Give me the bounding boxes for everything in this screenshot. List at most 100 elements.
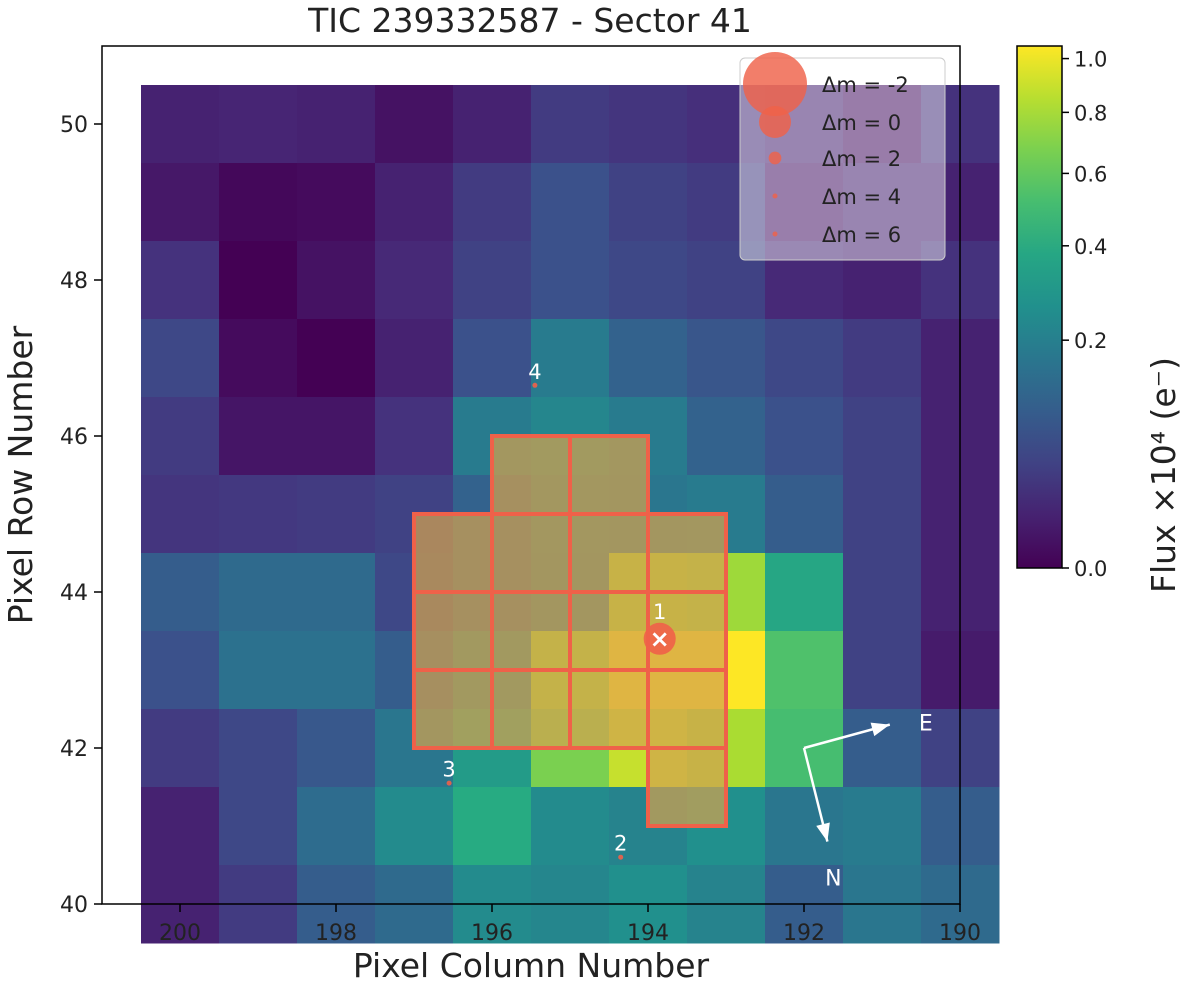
heatmap-cell [843, 163, 922, 242]
heatmap-cell [609, 85, 688, 164]
east-label: E [919, 712, 933, 737]
aperture-pixel [490, 434, 572, 516]
colorbar-tick-label: 0.6 [1074, 162, 1107, 186]
heatmap-cell [141, 397, 220, 476]
heatmap-cell [297, 709, 376, 788]
star-label: 3 [442, 758, 455, 782]
x-axis: 200 198 196 194 192 190 [159, 904, 981, 946]
heatmap-cell [687, 241, 766, 320]
heatmap-cell [531, 241, 610, 320]
aperture-mask [412, 434, 728, 828]
heatmap-cell [297, 163, 376, 242]
heatmap-cell [609, 241, 688, 320]
heatmap-cell [375, 397, 454, 476]
y-tick-label: 44 [60, 581, 88, 606]
colorbar-tick-label: 0.4 [1074, 235, 1107, 259]
heatmap-cell [531, 163, 610, 242]
y-axis: 40 42 44 46 48 50 [60, 113, 102, 918]
star-marker [643, 622, 676, 655]
heatmap-cell [219, 553, 298, 632]
heatmap-cell [843, 85, 922, 164]
heatmap-cell [297, 787, 376, 866]
heatmap-cell [375, 163, 454, 242]
aperture-pixel [412, 590, 494, 672]
heatmap-cell [297, 553, 376, 632]
x-tick-label: 196 [471, 921, 513, 946]
y-tick-label: 50 [60, 113, 88, 138]
heatmap-cell [297, 475, 376, 554]
heatmap-cell [219, 163, 298, 242]
aperture-pixel [646, 512, 728, 594]
heatmap-cell [219, 241, 298, 320]
aperture-pixel [490, 512, 572, 594]
heatmap-cell [141, 85, 220, 164]
heatmap-cell [297, 631, 376, 710]
aperture-pixel [412, 512, 494, 594]
heatmap-cell [687, 319, 766, 398]
heatmap-cell [765, 631, 844, 710]
star-label: 2 [614, 832, 627, 856]
north-arrow-head [816, 822, 830, 842]
star-marker [446, 780, 452, 786]
heatmap-cell [219, 85, 298, 164]
heatmap-cell [765, 319, 844, 398]
heatmap-cell [219, 631, 298, 710]
star-marker [532, 382, 538, 388]
heatmap-cell [141, 475, 220, 554]
heatmap-cell [765, 397, 844, 476]
legend-entry: Δm = 0 [822, 111, 901, 135]
heatmap-cell [843, 241, 922, 320]
heatmap-cell [531, 85, 610, 164]
colorbar-tick-label: 1.0 [1074, 48, 1107, 72]
heatmap-cell [843, 397, 922, 476]
aperture-pixel [490, 590, 572, 672]
legend-marker [759, 106, 791, 138]
colorbar-tick-label: 0.0 [1074, 557, 1107, 581]
heatmap-cell [219, 319, 298, 398]
heatmap-cell [531, 319, 610, 398]
x-tick-label: 190 [939, 921, 981, 946]
y-axis-label: Pixel Row Number [1, 325, 40, 624]
legend-entry: Δm = 2 [822, 147, 901, 171]
aperture-pixel [568, 590, 650, 672]
heatmap-cell [687, 163, 766, 242]
y-tick-label: 48 [60, 269, 88, 294]
heatmap-cell [843, 553, 922, 632]
colorbar-tick-label: 0.8 [1074, 101, 1107, 125]
heatmap-cell [843, 319, 922, 398]
heatmap-cell [375, 319, 454, 398]
legend-entry: Δm = -2 [822, 73, 909, 97]
heatmap-cell [219, 709, 298, 788]
star-markers: 1 2 3 4 × [442, 360, 676, 860]
aperture-pixel [412, 668, 494, 750]
heatmap-cell [375, 787, 454, 866]
heatmap-cell [141, 631, 220, 710]
heatmap-cell [843, 709, 922, 788]
legend-marker [768, 151, 782, 165]
legend-marker [772, 193, 778, 199]
legend-entry: Δm = 6 [822, 223, 901, 247]
north-label: N [825, 867, 841, 892]
aperture-pixel [646, 668, 728, 750]
legend-marker [743, 52, 807, 116]
heatmap-cell [453, 241, 532, 320]
x-tick-label: 192 [783, 921, 825, 946]
star-label: 1 [653, 600, 666, 624]
heatmap-cell [219, 475, 298, 554]
aperture-pixel [568, 512, 650, 594]
east-arrow-head [870, 722, 890, 737]
heatmap-cell [141, 787, 220, 866]
heatmap-cell [141, 241, 220, 320]
heatmap-cell [453, 319, 532, 398]
aperture-pixel [490, 668, 572, 750]
legend-entry: Δm = 4 [822, 185, 901, 209]
x-axis-label: Pixel Column Number [353, 946, 710, 985]
heatmap-cell [531, 787, 610, 866]
colorbar-gradient [1016, 45, 1063, 569]
y-tick-label: 42 [60, 737, 88, 762]
x-tick-label: 198 [315, 921, 357, 946]
star-label: 4 [528, 360, 541, 384]
heatmap-cell [765, 553, 844, 632]
chart-title: TIC 239332587 - Sector 41 [307, 1, 752, 40]
